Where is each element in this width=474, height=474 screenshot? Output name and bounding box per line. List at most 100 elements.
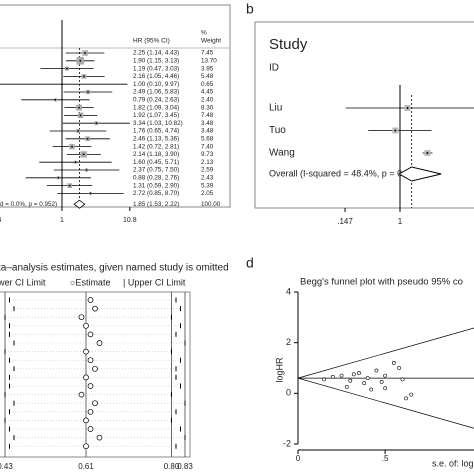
study-point <box>357 371 361 375</box>
header: HR (95% CI) <box>133 38 170 45</box>
weight-label: 3.95 <box>201 65 214 72</box>
ci-label: 1.42 (0.72, 2.81) <box>133 143 179 150</box>
x-tick-label: 1 <box>398 217 403 226</box>
study-point <box>348 378 353 383</box>
weight-label: 7.48 <box>201 112 214 119</box>
point <box>78 106 80 109</box>
funnel-lower <box>297 377 474 429</box>
point <box>79 59 82 62</box>
weight-label: 5.68 <box>201 135 214 142</box>
header: ID <box>269 63 279 74</box>
pooled-diamond <box>73 199 86 209</box>
study-point <box>409 392 414 397</box>
weight-label: 2.13 <box>201 159 214 166</box>
ci-label: 3.34 (1.03, 10.82) <box>133 120 183 127</box>
estimate <box>78 391 85 398</box>
x-tick-label: 0.80 <box>164 462 180 471</box>
estimate <box>78 314 85 321</box>
weight-label: 9.73 <box>201 151 214 158</box>
study-point <box>344 385 349 389</box>
ci-label: 2.16 (1.05, 4.46) <box>133 73 179 80</box>
point <box>61 83 63 86</box>
weight-label: 5.48 <box>201 73 214 80</box>
study-point <box>379 380 384 384</box>
estimate <box>87 357 94 364</box>
x-tick-label: 0 <box>296 454 301 463</box>
point <box>68 184 71 187</box>
point <box>83 75 85 78</box>
estimate <box>83 322 89 329</box>
weight-label: 3.48 <box>201 128 214 135</box>
estimate <box>87 383 94 389</box>
point <box>74 161 77 164</box>
pooled-diamond <box>398 166 442 182</box>
weight-label: 2.05 <box>201 190 214 197</box>
study-point <box>383 373 388 378</box>
panel-b-frame <box>254 21 474 209</box>
study-point <box>400 377 405 382</box>
estimate <box>92 365 98 372</box>
estimate <box>83 348 89 355</box>
x-tick-label: 0.83 <box>177 462 193 471</box>
estimate <box>87 426 94 432</box>
ci-label: 1.00 (0.10, 9.97) <box>133 81 179 88</box>
point <box>79 114 82 117</box>
point <box>394 129 397 132</box>
x-tick-label: 0.61 <box>78 462 94 471</box>
x-tick-label: .094 <box>0 217 2 224</box>
x-tick-label: .147 <box>337 217 353 226</box>
point <box>71 145 73 148</box>
study-name: Wang <box>269 148 295 159</box>
study-name: Liu <box>269 103 282 114</box>
weight-label: 13.70 <box>201 57 217 64</box>
ci-label: 0.88 (0.28, 2.76) <box>133 174 179 181</box>
ci-label: 2.72 (0.85, 8.70) <box>133 190 179 197</box>
panel-a-frame <box>0 4 231 208</box>
axis-label: s.e. of: logHR <box>432 458 474 468</box>
estimate <box>96 340 103 346</box>
point <box>89 192 92 195</box>
study-point <box>351 372 356 377</box>
weight-label: 7.40 <box>201 143 214 150</box>
x-tick-label: 10.8 <box>123 217 137 224</box>
study-point <box>339 373 344 378</box>
ci-label: 1.85 (1.53, 2.22) <box>133 201 179 208</box>
estimate <box>87 408 94 415</box>
estimate <box>96 434 103 441</box>
legend: wer CI Limit <box>0 277 46 287</box>
study-point <box>383 386 388 391</box>
point <box>54 98 57 101</box>
estimate <box>83 443 89 450</box>
estimate <box>83 417 89 424</box>
ci-label: 2.37 (0.75, 7.50) <box>133 167 179 174</box>
point <box>426 152 429 154</box>
panel-c-frame <box>0 291 191 458</box>
ci-label: 1.19 (0.47, 3.03) <box>133 65 179 72</box>
y-tick-label: -2 <box>283 438 291 448</box>
study-point <box>322 377 327 382</box>
panel-title: Study <box>269 36 308 53</box>
overall-label: Overall (I-squared = 48.4%, p = 0.144) <box>269 168 423 178</box>
y-tick-label: 4 <box>286 286 291 296</box>
estimate <box>92 305 98 312</box>
estimate <box>87 331 94 338</box>
ci-label: 1.82 (1.09, 3.04) <box>133 104 179 111</box>
ci-label: 1.92 (1.07, 3.45) <box>133 112 179 119</box>
weight-label: 4.45 <box>201 89 214 96</box>
weight-label: 5.39 <box>201 182 214 189</box>
overall-note: d = 0.0%, p = 0.952) <box>0 201 57 208</box>
estimate <box>87 297 94 303</box>
point <box>77 130 80 132</box>
panel-title: Begg's funnel plot with pseudo 95% co <box>300 277 463 288</box>
panel-title: ta–analysis estimates, given named study… <box>0 263 229 274</box>
header: Weight <box>201 38 221 45</box>
x-tick-label: .5 <box>382 454 389 463</box>
ci-label: 2.25 (1.14, 4.43) <box>133 50 179 57</box>
y-tick-label: 2 <box>286 337 291 347</box>
panel-letter: b <box>246 1 254 17</box>
study-point <box>404 396 408 401</box>
header: % <box>201 30 207 37</box>
legend: | Upper CI Limit <box>123 277 186 287</box>
funnel-upper <box>297 327 474 379</box>
study-point <box>330 374 335 379</box>
